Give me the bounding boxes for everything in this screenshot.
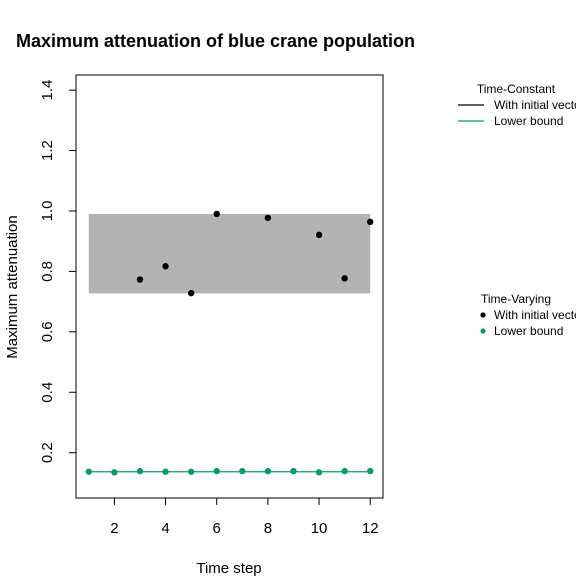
x-axis-label: Time step — [196, 560, 261, 576]
data-point-0-4 — [264, 214, 272, 222]
x-tick-label-4: 10 — [311, 520, 328, 537]
x-tick-label-3: 8 — [264, 520, 272, 537]
y-tick-label-1: 0.4 — [39, 382, 56, 403]
legend-title-0: Time-Constant — [477, 82, 556, 96]
data-point-0-5 — [315, 231, 323, 239]
y-tick-label-2: 0.6 — [39, 321, 56, 342]
y-tick-label-0: 0.2 — [39, 442, 56, 463]
data-point-0-7 — [367, 218, 374, 226]
legend-key-1-0 — [480, 312, 486, 318]
y-tick-label-3: 0.8 — [39, 261, 56, 282]
y-tick-label-6: 1.4 — [39, 80, 56, 101]
series-layer — [85, 210, 374, 476]
x-tick-label-5: 12 — [362, 520, 379, 537]
data-point-0-2 — [187, 289, 195, 297]
plot-frame — [75, 74, 384, 499]
x-tick-label-0: 2 — [110, 520, 118, 537]
data-point-1-10 — [341, 467, 348, 475]
legend-title-1: Time-Varying — [481, 292, 551, 306]
legend-label-1-0: With initial vector — [494, 308, 576, 322]
legend: Time-Constant With initial vector Lower bo… — [458, 82, 576, 338]
data-point-1-5 — [213, 467, 220, 475]
legend-key-1-1 — [480, 328, 486, 334]
data-point-1-11 — [367, 467, 374, 475]
y-axis: 0.2 0.4 0.6 0.8 1.0 1.2 1.4 — [39, 80, 76, 463]
x-tick-label-2: 6 — [213, 520, 221, 537]
confidence-band — [88, 213, 371, 294]
y-tick-label-4: 1.0 — [39, 201, 56, 222]
data-point-1-6 — [239, 467, 246, 475]
data-point-0-1 — [162, 263, 169, 270]
data-point-1-1 — [111, 469, 118, 476]
band-layer — [88, 213, 371, 294]
data-point-0-0 — [136, 276, 144, 283]
legend-label-1-1: Lower bound — [494, 324, 563, 338]
chart-title: Maximum attenuation of blue crane popula… — [16, 31, 415, 51]
data-point-1-2 — [136, 467, 144, 475]
data-point-1-9 — [315, 469, 323, 476]
x-tick-label-1: 4 — [161, 520, 169, 537]
data-point-0-3 — [213, 210, 220, 218]
y-tick-label-5: 1.2 — [39, 140, 56, 161]
x-axis: 2 4 6 8 10 12 — [110, 498, 379, 537]
legend-label-0-0: With initial vector — [494, 98, 576, 112]
legend-label-0-1: Lower bound — [494, 114, 563, 128]
data-point-0-6 — [341, 275, 348, 282]
y-axis-label: Maximum attenuation — [4, 215, 21, 358]
data-point-1-7 — [264, 467, 272, 475]
data-point-1-8 — [290, 467, 297, 475]
